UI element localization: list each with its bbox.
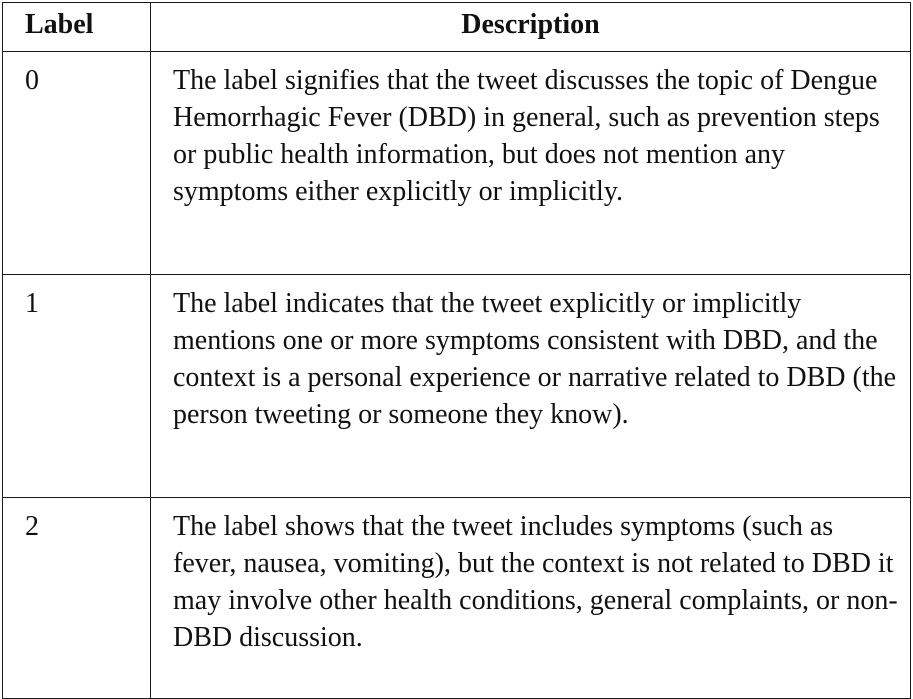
header-label: Label	[2, 2, 151, 52]
row-description-cell: The label shows that the tweet includes …	[150, 497, 911, 699]
header-description: Description	[150, 2, 911, 52]
row-description-cell: The label signifies that the tweet discu…	[150, 51, 911, 275]
table-row: 0 The label signifies that the tweet dis…	[2, 51, 911, 275]
table-row: 1 The label indicates that the tweet exp…	[2, 274, 911, 498]
row-label-cell: 1	[2, 274, 151, 498]
table-header-row: Label Description	[2, 2, 911, 52]
row-label-cell: 0	[2, 51, 151, 275]
row-label-cell: 2	[2, 497, 151, 699]
table-row: 2 The label shows that the tweet include…	[2, 497, 911, 699]
row-description-cell: The label indicates that the tweet expli…	[150, 274, 911, 498]
